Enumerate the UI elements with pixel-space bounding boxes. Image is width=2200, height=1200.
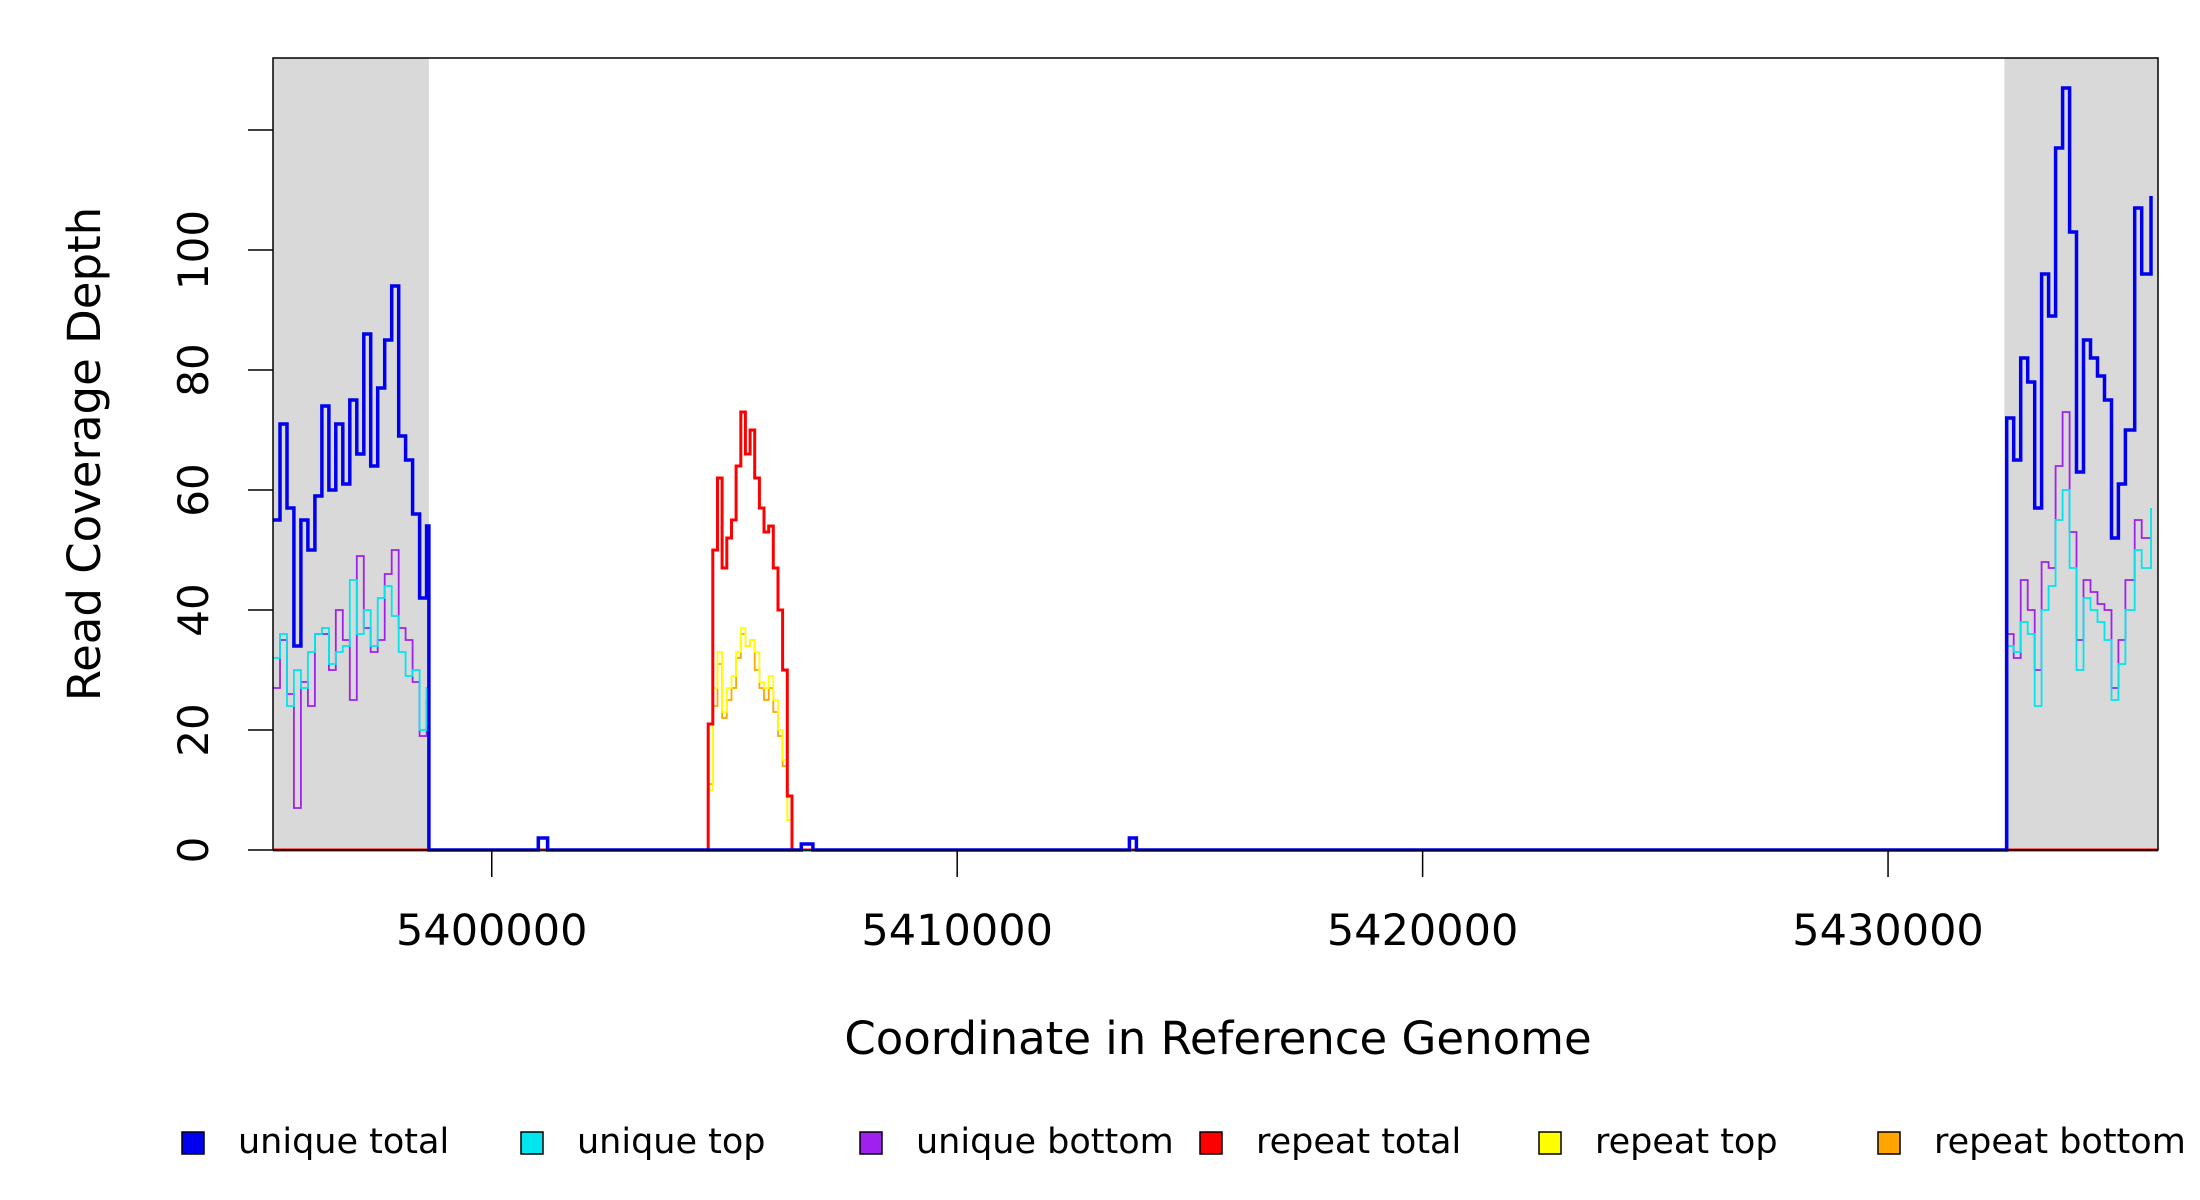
- series-repeat-top: [273, 627, 2158, 851]
- series-repeat-bottom: [273, 633, 2158, 851]
- legend-label-repeat-total: repeat total: [1256, 1122, 1461, 1162]
- x-axis: 5400000 5410000 5420000 5430000: [396, 850, 1984, 956]
- plot-frame: [272, 57, 2159, 851]
- x-tick-label-5400000: 5400000: [396, 906, 588, 956]
- legend-label-unique-total: unique total: [238, 1122, 449, 1162]
- legend-label-repeat-top: repeat top: [1595, 1122, 1778, 1162]
- legend-item-repeat-total: repeat total: [1199, 1122, 1461, 1162]
- x-tick-label-5430000: 5430000: [1792, 906, 1984, 956]
- y-axis: 0 20 40 60 80 100: [169, 129, 273, 864]
- y-tick-label-60: 60: [169, 463, 218, 516]
- legend-item-repeat-top: repeat top: [1538, 1122, 1778, 1162]
- legend: unique total unique top unique bottom repea…: [181, 1122, 2186, 1162]
- legend-swatch-repeat-bottom: [1877, 1131, 1901, 1155]
- y-tick-label-40: 40: [169, 583, 218, 636]
- legend-item-repeat-bottom: repeat bottom: [1877, 1122, 2186, 1162]
- y-axis-label: Read Coverage Depth: [58, 207, 111, 701]
- series-unique-bottom: [273, 411, 2151, 851]
- series-unique-total: [273, 86, 2153, 852]
- y-tick-label-100: 100: [169, 210, 218, 290]
- legend-swatch-unique-bottom: [859, 1131, 883, 1155]
- legend-swatch-unique-top: [520, 1131, 544, 1155]
- x-axis-label: Coordinate in Reference Genome: [844, 1012, 1591, 1065]
- y-tick-label-80: 80: [169, 343, 218, 396]
- legend-label-repeat-bottom: repeat bottom: [1934, 1122, 2186, 1162]
- x-tick-label-5410000: 5410000: [861, 906, 1053, 956]
- y-tick-label-20: 20: [169, 703, 218, 756]
- series-unique-top: [273, 489, 2152, 851]
- series-repeat-total: [273, 410, 2158, 852]
- legend-item-unique-top: unique top: [520, 1122, 766, 1162]
- x-tick-label-5420000: 5420000: [1327, 906, 1519, 956]
- y-tick-label-0: 0: [169, 837, 218, 864]
- shaded-region-2: [2004, 58, 2158, 850]
- series-lines: [273, 86, 2158, 852]
- legend-item-unique-total: unique total: [181, 1122, 449, 1162]
- legend-swatch-unique-total: [181, 1131, 205, 1155]
- flank-shading: [273, 58, 2158, 850]
- legend-swatch-repeat-total: [1199, 1131, 1223, 1155]
- legend-label-unique-bottom: unique bottom: [916, 1122, 1174, 1162]
- legend-label-unique-top: unique top: [577, 1122, 766, 1162]
- legend-item-unique-bottom: unique bottom: [859, 1122, 1174, 1162]
- legend-swatch-repeat-top: [1538, 1131, 1562, 1155]
